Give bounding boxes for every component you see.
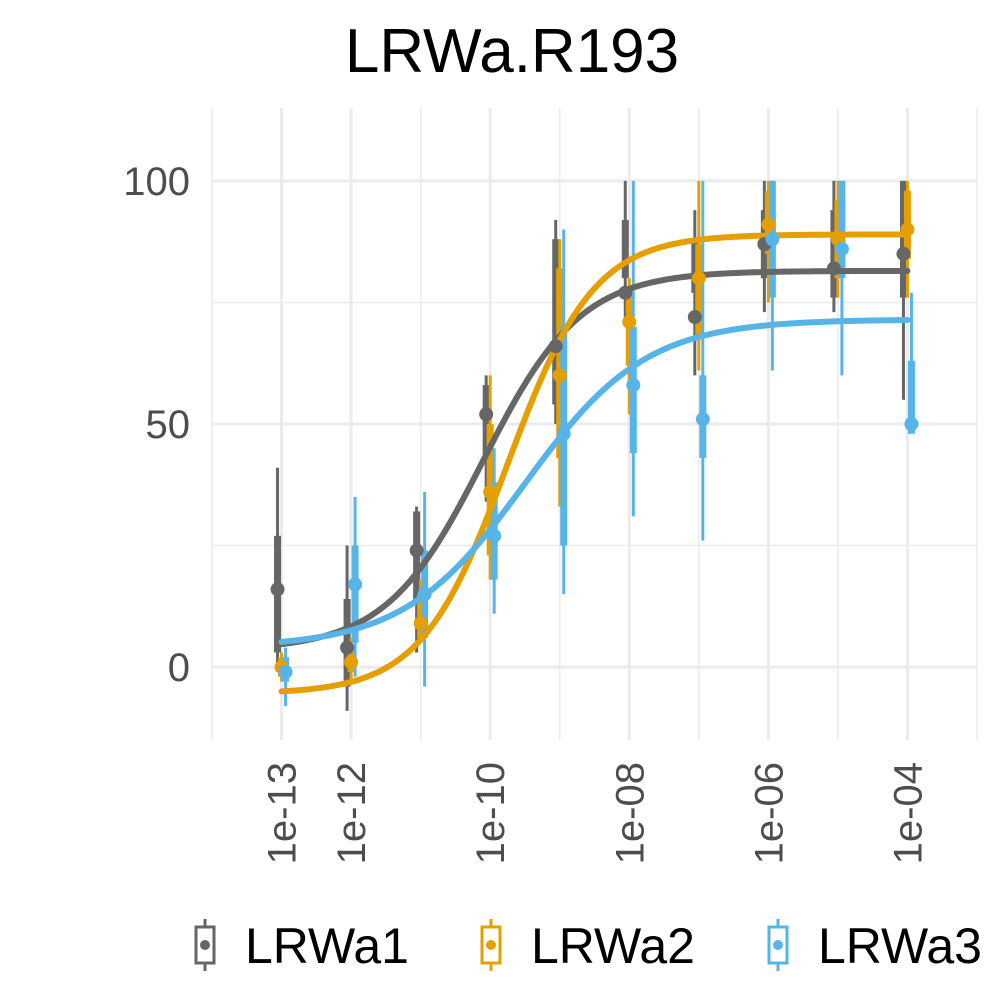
data-point	[548, 339, 563, 354]
legend-item: LRWa2	[480, 918, 695, 974]
data-point	[417, 587, 432, 602]
legend-label: LRWa1	[245, 918, 409, 974]
legend-key-dot	[486, 940, 496, 950]
x-tick-label: 1e-13	[261, 762, 305, 864]
x-tick-label: 1e-10	[469, 762, 513, 864]
legend-item: LRWa1	[194, 918, 409, 974]
legend-key-dot	[200, 940, 210, 950]
fit-curve	[278, 267, 911, 648]
fit-curve	[278, 317, 911, 645]
x-tick-label: 1e-12	[330, 762, 374, 864]
y-tick-label: 100	[123, 160, 190, 204]
data-point	[691, 271, 706, 286]
data-point	[409, 543, 424, 558]
y-axis-ticks: 0 50 100	[123, 160, 190, 690]
plot-grid	[211, 108, 978, 740]
data-point	[687, 310, 702, 325]
data-point	[900, 222, 915, 237]
data-point	[826, 261, 841, 276]
y-tick-label: 0	[168, 646, 190, 690]
fit-curve	[278, 231, 911, 695]
data-point	[348, 577, 363, 592]
chart-title: LRWa.R193	[345, 17, 679, 86]
data-point	[556, 426, 571, 441]
data-point	[904, 417, 919, 431]
data-point	[622, 314, 637, 329]
legend: LRWa1 LRWa2 LRWa3	[194, 918, 982, 974]
x-axis-ticks: 1e-13 1e-12 1e-10 1e-08 1e-06 1e-04	[261, 762, 931, 864]
data-point	[626, 378, 641, 393]
data-point	[695, 412, 710, 427]
x-tick-label: 1e-06	[747, 762, 791, 864]
data-point	[483, 485, 498, 500]
data-point	[618, 285, 633, 300]
data-point	[340, 640, 355, 655]
data-points	[270, 217, 919, 679]
legend-key-dot	[773, 940, 783, 950]
data-point	[896, 246, 911, 261]
error-bars	[274, 180, 915, 711]
data-point	[479, 407, 494, 422]
data-point	[765, 232, 780, 247]
data-point	[552, 368, 567, 383]
y-tick-label: 50	[146, 403, 191, 447]
x-tick-label: 1e-08	[608, 762, 652, 864]
data-point	[487, 528, 502, 543]
legend-label: LRWa2	[531, 918, 695, 974]
data-point	[278, 664, 293, 679]
legend-label: LRWa3	[818, 918, 982, 974]
fit-curves	[278, 231, 911, 695]
data-point	[270, 582, 285, 597]
data-point	[344, 655, 359, 670]
data-point	[413, 616, 428, 631]
x-tick-label: 1e-04	[886, 762, 930, 864]
legend-item: LRWa3	[767, 918, 982, 974]
data-point	[761, 217, 776, 232]
data-point	[834, 241, 849, 256]
